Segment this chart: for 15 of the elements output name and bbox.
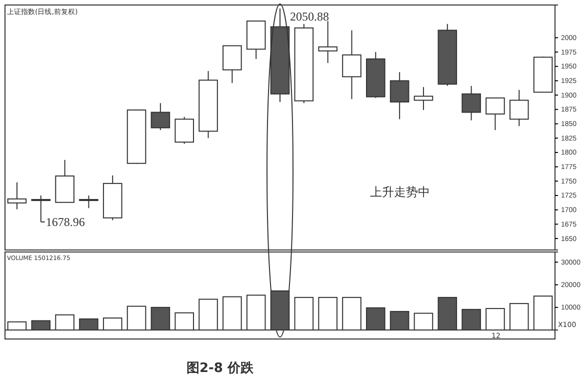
candlestick xyxy=(486,97,505,131)
annotation: 1678.96 xyxy=(46,214,85,229)
candlestick xyxy=(390,72,410,120)
candlestick xyxy=(79,194,98,209)
candlestick xyxy=(414,86,434,110)
candlestick xyxy=(174,116,194,144)
candlestick xyxy=(318,20,338,64)
candlestick xyxy=(342,30,362,100)
text: 图2-8 价跌 xyxy=(186,361,255,376)
annotation: 2050.88 xyxy=(290,10,329,24)
candlestick xyxy=(462,85,481,121)
candlestick xyxy=(7,182,27,210)
annotation: 上升走势中 xyxy=(370,185,430,199)
candlestick xyxy=(509,89,529,127)
candlestick xyxy=(150,102,170,131)
